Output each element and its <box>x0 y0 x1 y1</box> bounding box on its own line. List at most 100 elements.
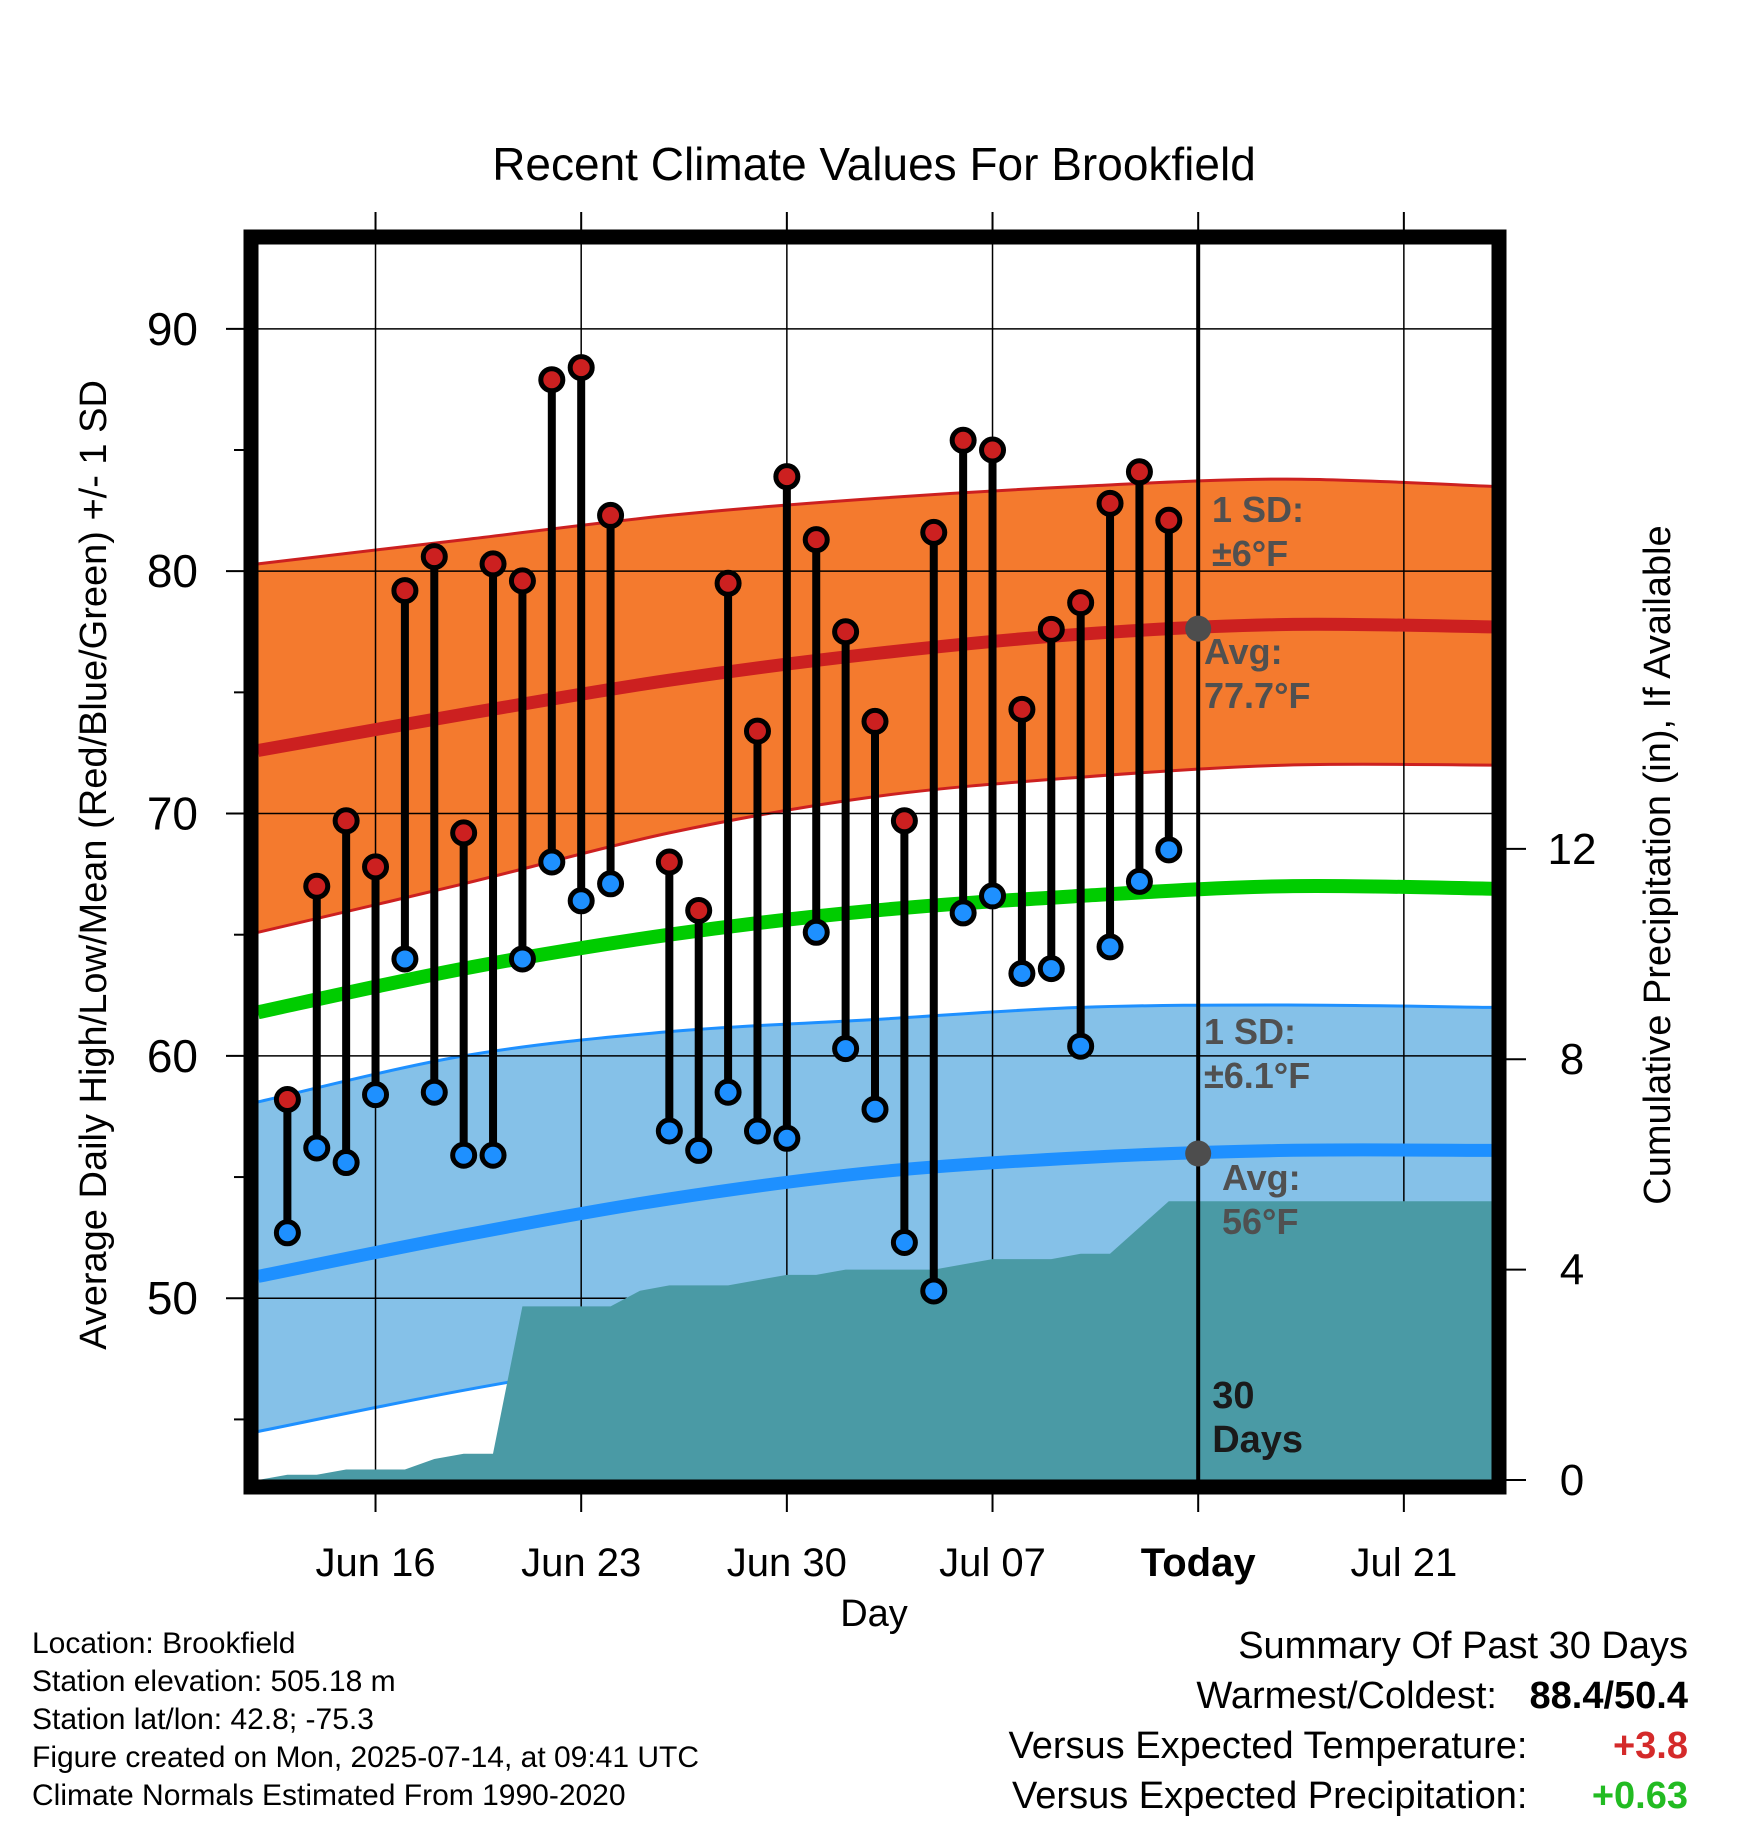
info-latlon: Station lat/lon: 42.8; -75.3 <box>32 1703 374 1736</box>
high-average-today-marker <box>1185 615 1212 642</box>
low-average-today-marker <box>1185 1140 1212 1167</box>
low-average-line <box>256 1143 1493 1283</box>
daily-low-point <box>362 1081 390 1109</box>
daily-high-point <box>538 366 566 394</box>
daily-high-point <box>920 518 948 546</box>
daily-high-point <box>655 848 683 876</box>
summary-warmest-label: Warmest/Coldest: <box>1196 1675 1497 1717</box>
y-axis-label: Average Daily High/Low/Mean (Red/Blue/Gr… <box>73 380 115 1350</box>
y-tick-label: 80 <box>147 545 198 597</box>
summary-temp-label: Versus Expected Temperature: <box>1008 1725 1528 1767</box>
daily-high-point <box>832 618 860 646</box>
daily-low-point <box>391 945 419 973</box>
summary-warmest-value: 88.4/50.4 <box>1529 1675 1688 1717</box>
daily-high-point <box>479 550 507 578</box>
daily-low-point <box>479 1141 507 1169</box>
daily-high-point <box>743 717 771 745</box>
high-sd-annotation-line2: ±6°F <box>1212 533 1288 574</box>
info-location: Location: Brookfield <box>32 1627 296 1660</box>
high-avg-annotation-line2: 77.7°F <box>1204 675 1310 716</box>
daily-low-point <box>655 1117 683 1145</box>
y2-tick-label: 12 <box>1548 825 1597 874</box>
summary-temp-value: +3.8 <box>1612 1725 1688 1767</box>
station-info: Location: Brookfield Station elevation: … <box>32 1625 699 1815</box>
summary-precip-label: Versus Expected Precipitation: <box>1012 1775 1528 1817</box>
daily-high-point <box>332 807 360 835</box>
daily-high-point <box>1037 615 1065 643</box>
high-sd-annotation-line1: 1 SD: <box>1212 489 1304 530</box>
daily-high-point <box>597 501 625 529</box>
y2-tick-label: 8 <box>1560 1035 1584 1084</box>
y-tick-label: 90 <box>147 303 198 355</box>
daily-low-point <box>890 1228 918 1256</box>
high-sd-band-upper-edge <box>257 477 1493 566</box>
today-days-number: 30 <box>1212 1375 1254 1417</box>
daily-low-point <box>949 899 977 927</box>
daily-low-point <box>920 1277 948 1305</box>
daily-high-point <box>567 354 595 382</box>
info-elevation: Station elevation: 505.18 m <box>32 1665 396 1698</box>
y-tick-label: 70 <box>147 788 198 840</box>
daily-high-point <box>1096 489 1124 517</box>
daily-high-point <box>362 853 390 881</box>
daily-high-point <box>391 577 419 605</box>
daily-low-point <box>1096 933 1124 961</box>
high-average-line <box>256 617 1493 757</box>
daily-high-point <box>685 896 713 924</box>
daily-high-point <box>1008 695 1036 723</box>
daily-high-point <box>861 707 889 735</box>
daily-high-point <box>714 569 742 597</box>
daily-low-point <box>1155 836 1183 864</box>
summary-panel: Summary Of Past 30 Days Warmest/Coldest:… <box>1009 1621 1688 1821</box>
daily-low-point <box>1008 959 1036 987</box>
low-sd-annotation-line1: 1 SD: <box>1204 1011 1296 1052</box>
y2-tick-label: 4 <box>1560 1246 1584 1295</box>
daily-high-point <box>303 872 331 900</box>
chart-title: Recent Climate Values For Brookfield <box>492 138 1256 190</box>
daily-low-point <box>273 1219 301 1247</box>
daily-high-point <box>1125 458 1153 486</box>
cumulative-precip-area <box>258 1201 1492 1480</box>
daily-low-point <box>861 1095 889 1123</box>
daily-high-point <box>273 1086 301 1114</box>
low-avg-annotation-line1: Avg: <box>1222 1157 1301 1198</box>
summary-precip-value: +0.63 <box>1591 1775 1688 1817</box>
daily-low-point <box>979 882 1007 910</box>
daily-low-point <box>1067 1032 1095 1060</box>
today-days-word: Days <box>1212 1419 1303 1461</box>
daily-low-point <box>1037 955 1065 983</box>
daily-high-point <box>1155 506 1183 534</box>
daily-low-point <box>773 1124 801 1152</box>
x-tick-label: Today <box>1141 1541 1257 1585</box>
high-avg-annotation-line1: Avg: <box>1204 631 1283 672</box>
y-tick-label: 50 <box>147 1272 198 1324</box>
daily-low-point <box>450 1141 478 1169</box>
daily-low-point <box>420 1078 448 1106</box>
daily-high-point <box>773 463 801 491</box>
daily-low-point <box>508 945 536 973</box>
daily-high-point <box>420 543 448 571</box>
daily-high-point <box>450 819 478 847</box>
daily-high-point <box>890 807 918 835</box>
daily-high-point <box>508 567 536 595</box>
summary-heading: Summary Of Past 30 Days <box>1238 1625 1688 1667</box>
x-tick-label: Jul 07 <box>939 1541 1046 1585</box>
daily-low-point <box>538 848 566 876</box>
x-tick-label: Jun 30 <box>727 1541 847 1585</box>
high-sd-band <box>258 479 1492 933</box>
low-avg-annotation-line2: 56°F <box>1222 1201 1298 1242</box>
daily-low-point <box>567 887 595 915</box>
summary-precip-row: Versus Expected Precipitation: +0.63 <box>1009 1771 1688 1821</box>
summary-temp-row: Versus Expected Temperature: +3.8 <box>1009 1721 1688 1771</box>
low-sd-annotation-line2: ±6.1°F <box>1204 1055 1310 1096</box>
daily-low-point <box>714 1078 742 1106</box>
y2-axis-label: Cumulative Precipitation (in), If Availa… <box>1637 525 1679 1204</box>
daily-low-point <box>597 870 625 898</box>
daily-low-point <box>332 1149 360 1177</box>
summary-warmest-row: Warmest/Coldest: 88.4/50.4 <box>1009 1671 1688 1721</box>
daily-low-point <box>685 1136 713 1164</box>
daily-high-point <box>1067 589 1095 617</box>
daily-low-point <box>832 1035 860 1063</box>
x-axis-label: Day <box>840 1593 908 1635</box>
